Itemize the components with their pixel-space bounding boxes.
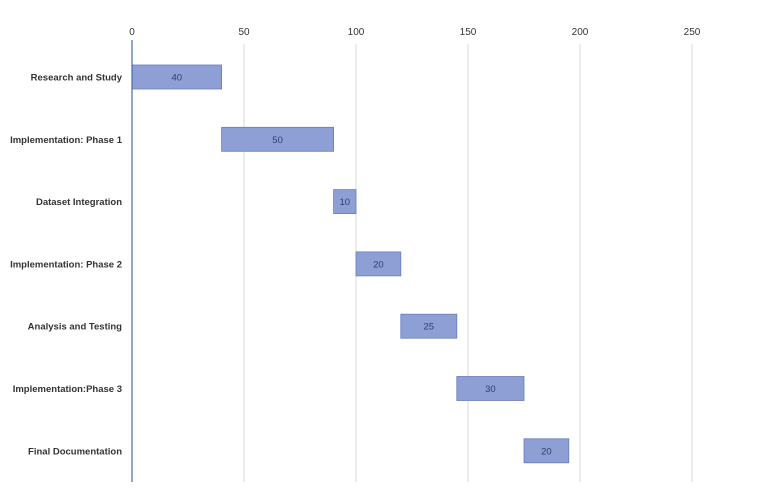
bar-data-label: 10 (340, 197, 351, 208)
bar (333, 189, 357, 215)
x-tick-label: 100 (348, 27, 365, 38)
bar (523, 438, 570, 464)
category-label: Analysis and Testing (28, 322, 123, 333)
bar-data-label: 50 (272, 135, 283, 146)
category-label: Final Documentation (28, 446, 122, 457)
category-label: Dataset Integration (36, 197, 122, 208)
category-label: Implementation:Phase 3 (13, 384, 122, 395)
bars: 40 50 10 20 25 30 20 (131, 64, 570, 464)
x-tick-label: 200 (572, 27, 589, 38)
category-label: Implementation: Phase 2 (10, 259, 122, 270)
bar-data-label: 40 (172, 73, 183, 84)
x-axis-ticks: 0 50 100 150 200 250 (129, 27, 701, 38)
category-label: Research and Study (31, 73, 123, 84)
category-label: Implementation: Phase 1 (10, 135, 123, 146)
bar (131, 64, 222, 90)
bar-data-label: 20 (373, 259, 384, 270)
category-labels: Research and Study Implementation: Phase … (10, 73, 123, 458)
bar-data-label: 20 (541, 446, 552, 457)
x-tick-label: 50 (238, 27, 250, 38)
bar (355, 251, 402, 277)
x-tick-label: 150 (460, 27, 477, 38)
bar (456, 376, 525, 401)
bar-data-label: 25 (424, 322, 435, 333)
x-tick-label: 250 (684, 27, 701, 38)
bar-data-label: 30 (485, 384, 496, 395)
x-tick-label: 0 (129, 27, 135, 38)
bar (221, 126, 335, 152)
bar (400, 313, 458, 339)
gridlines (243, 44, 693, 482)
